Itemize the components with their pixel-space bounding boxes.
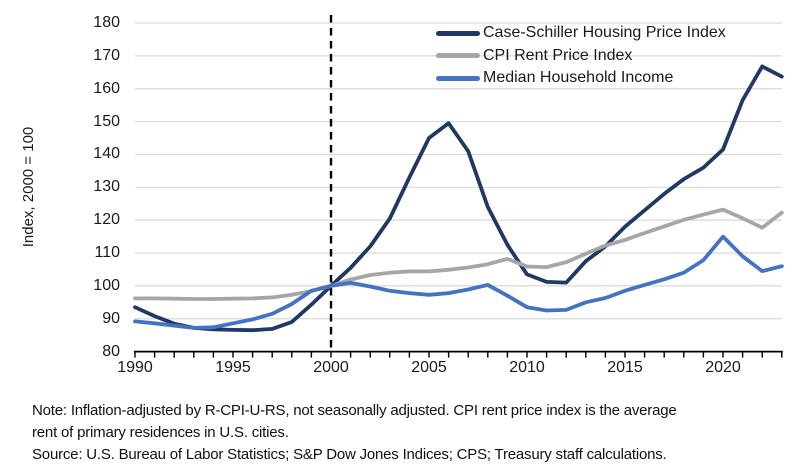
y-tick-label: 110 (94, 244, 120, 262)
legend-label: CPI Rent Price Index (483, 46, 633, 64)
y-tick-label: 170 (93, 46, 120, 64)
x-tick-label: 2015 (607, 359, 643, 376)
chart-footnotes: Note: Inflation-adjusted by R-CPI-U-RS, … (32, 400, 792, 466)
source-text: Source: U.S. Bureau of Labor Statistics;… (32, 446, 667, 463)
chart-canvas (133, 15, 784, 358)
y-tick-label: 90 (102, 309, 120, 327)
series-line-cpi-rent-price-index (133, 207, 784, 301)
y-tick-label: 130 (93, 178, 120, 196)
x-tick-label: 2005 (411, 359, 447, 376)
y-tick-label: 80 (102, 342, 120, 360)
legend-item-cpi_rent: CPI Rent Price Index (436, 45, 726, 68)
y-tick-label: 100 (93, 276, 120, 294)
legend-line-swatch (436, 75, 480, 81)
series-line-median-household-income (133, 234, 784, 330)
x-tick-label: 1990 (117, 359, 153, 376)
legend-label: Median Household Income (483, 69, 674, 87)
y-tick-label: 120 (93, 211, 120, 229)
note-text-line2: rent of primary residences in U.S. citie… (32, 424, 289, 441)
x-tick-label: 1995 (215, 359, 251, 376)
legend-line-swatch (436, 30, 480, 36)
note-text-line1: Note: Inflation-adjusted by R-CPI-U-RS, … (32, 402, 677, 419)
chart-legend: Case-Schiller Housing Price Index CPI Ren… (436, 22, 726, 90)
legend-item-case_shiller: Case-Schiller Housing Price Index (436, 22, 726, 45)
legend-label: Case-Schiller Housing Price Index (483, 24, 726, 42)
x-tick-label: 2010 (509, 359, 545, 376)
y-tick-label: 140 (93, 145, 120, 163)
series-line-case-schiller-housing-price-index (133, 64, 784, 333)
x-tick-label: 2020 (705, 359, 741, 376)
legend-item-median_income: Median Household Income (436, 67, 726, 90)
y-tick-label: 150 (93, 112, 120, 130)
y-tick-label: 180 (93, 14, 120, 31)
x-tick-label: 2000 (313, 359, 349, 376)
legend-line-swatch (436, 53, 480, 59)
y-tick-label: 160 (93, 79, 120, 97)
y-axis-title: Index, 2000 = 100 (20, 126, 37, 248)
